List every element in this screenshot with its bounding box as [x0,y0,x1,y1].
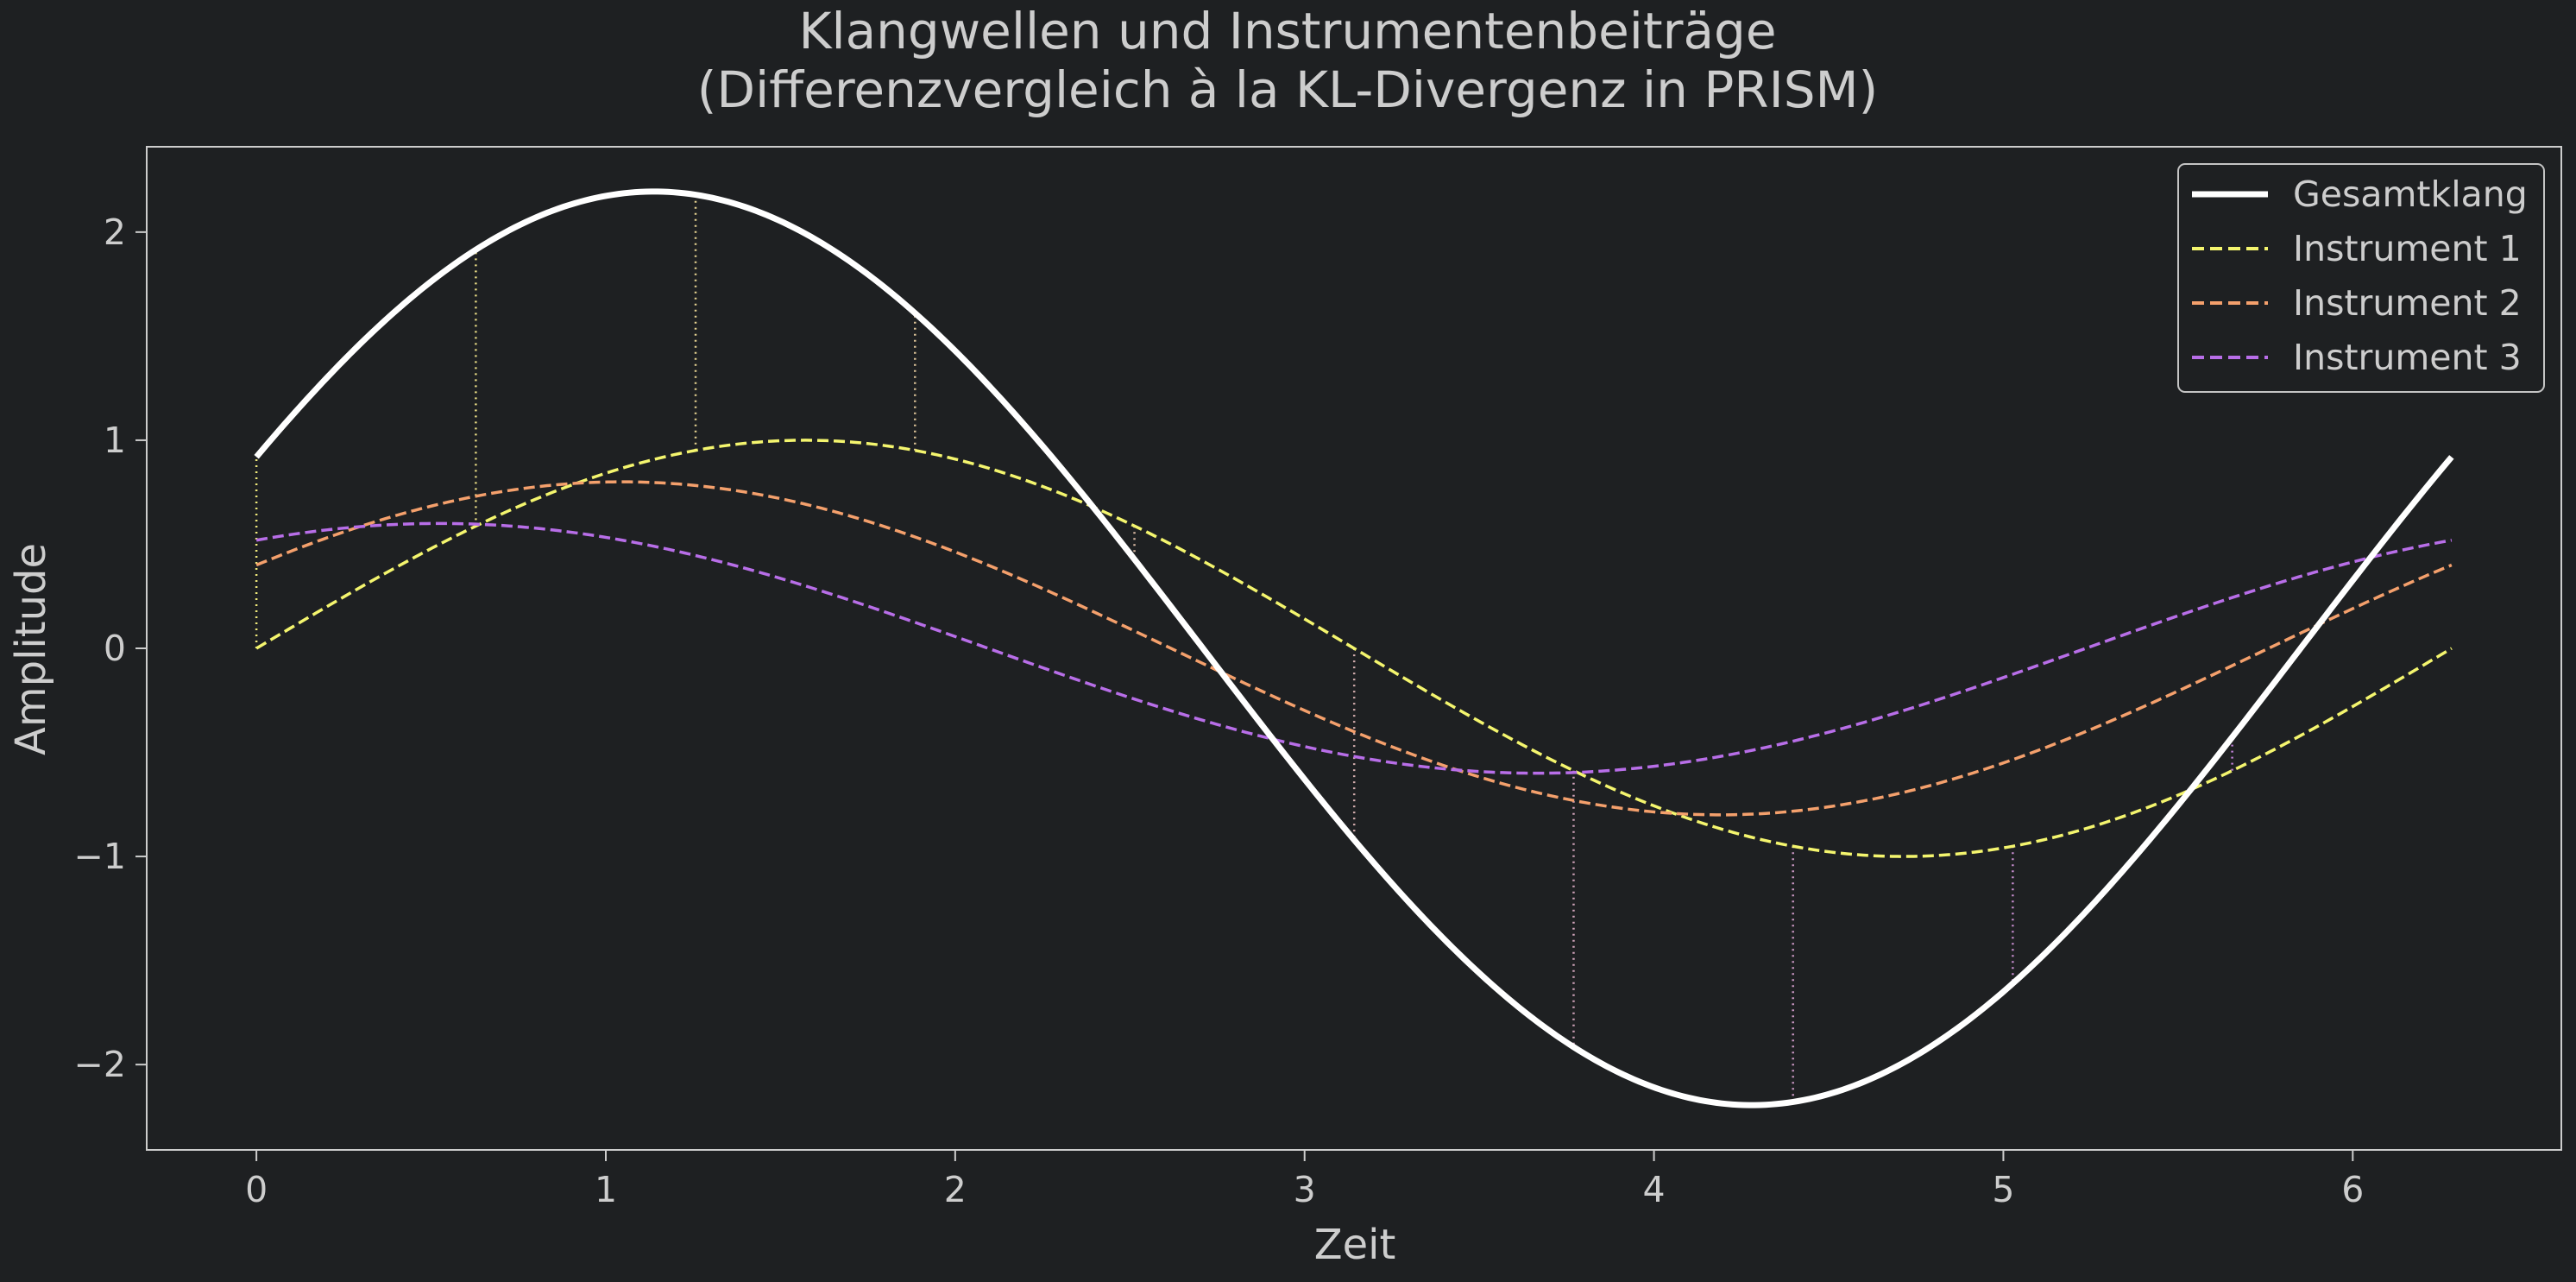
y-tick-label-1: −1 [74,836,126,877]
y-tick-label-4: 2 [104,212,126,253]
series-line-instrument-3 [255,521,2453,775]
y-tick-label-2: 0 [104,628,126,669]
legend-label-instrument-2: Instrument 2 [2293,282,2522,324]
x-tick-label-2: 2 [944,1169,967,1210]
series-line-instrument-2 [255,480,2453,817]
y-tick-label-3: 1 [104,420,126,461]
legend-label-instrument-1: Instrument 1 [2293,228,2522,269]
y-tick-label-0: −2 [74,1044,126,1085]
x-axis-label: Zeit [1314,1221,1396,1269]
axes: 0 1 2 3 4 5 6 −2 −1 0 1 2 [74,146,2562,1210]
legend-box [2177,163,2545,393]
x-tick-label-1: 1 [595,1169,617,1210]
x-tick-label-3: 3 [1294,1169,1316,1210]
series-line-gesamtklang [254,188,2454,1108]
y-axis-label: Amplitude [7,543,55,755]
chart-title-line-2: (Differenzvergleich à la KL-Divergenz in… [697,60,1878,119]
x-tick-label-5: 5 [1992,1169,2014,1210]
legend-label-instrument-3: Instrument 3 [2293,337,2522,378]
x-tick-label-4: 4 [1643,1169,1666,1210]
plot-area [254,188,2454,1108]
series-line-instrument-1 [255,439,2453,858]
legend-label-gesamtklang: Gesamtklang [2293,174,2528,215]
x-tick-label-6: 6 [2341,1169,2364,1210]
legend: Gesamtklang Instrument 1 Instrument 2 In… [2177,163,2545,393]
x-tick-label-0: 0 [245,1169,268,1210]
chart-title-line-1: Klangwellen und Instrumentenbeiträge [798,2,1776,60]
